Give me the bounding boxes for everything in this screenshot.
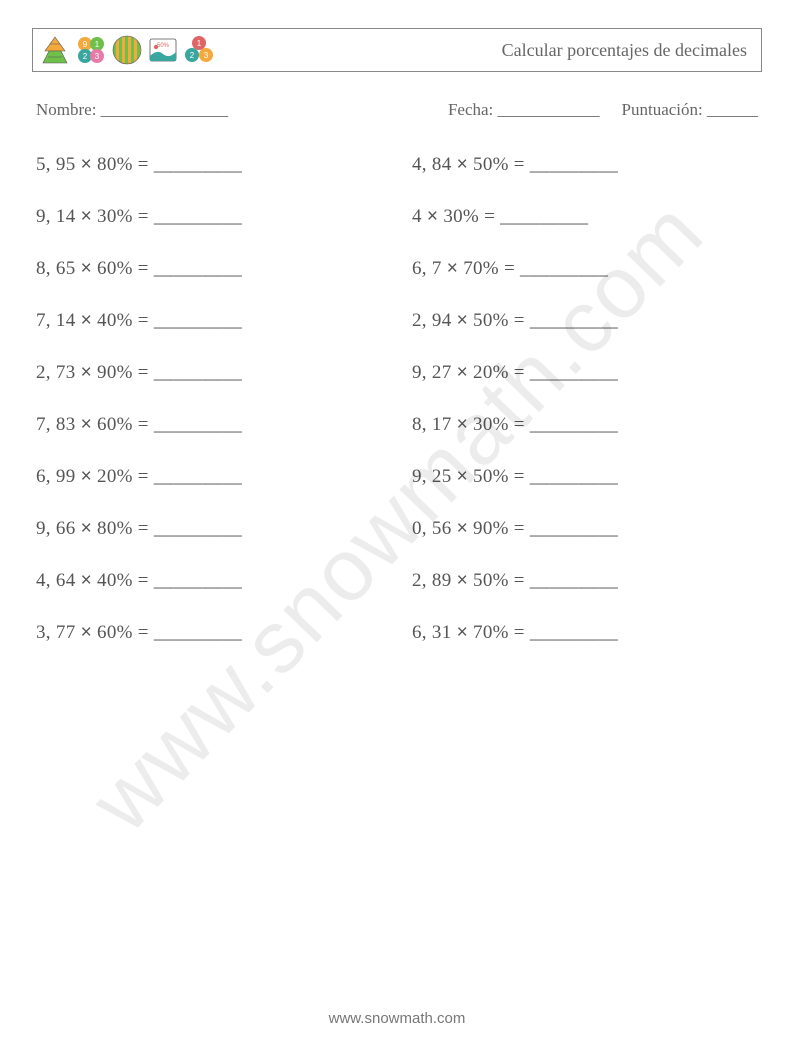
footer-link: www.snowmath.com <box>0 1010 794 1027</box>
problem-item: 8, 17 × 30% = _________ <box>412 414 758 436</box>
meta-row: Nombre: _______________ Fecha: _________… <box>32 100 762 120</box>
problem-item: 9, 27 × 20% = _________ <box>412 362 758 384</box>
worksheet-title: Calcular porcentajes de decimales <box>502 40 747 61</box>
picture-card-icon: 50% <box>147 34 179 66</box>
problem-item: 6, 31 × 70% = _________ <box>412 622 758 644</box>
three-circles-icon: 1 2 3 <box>183 34 215 66</box>
worksheet-header: 9 1 2 3 <box>32 28 762 72</box>
problem-item: 9, 25 × 50% = _________ <box>412 466 758 488</box>
problem-item: 9, 66 × 80% = _________ <box>36 518 382 540</box>
svg-text:1: 1 <box>197 39 202 48</box>
problem-item: 8, 65 × 60% = _________ <box>36 258 382 280</box>
problem-item: 7, 83 × 60% = _________ <box>36 414 382 436</box>
svg-text:2: 2 <box>190 51 195 60</box>
striped-circle-icon <box>111 34 143 66</box>
problem-item: 6, 99 × 20% = _________ <box>36 466 382 488</box>
triangle-stack-icon <box>39 34 71 66</box>
problem-item: 4, 64 × 40% = _________ <box>36 570 382 592</box>
date-field: Fecha: ____________ <box>448 100 600 120</box>
problem-item: 4 × 30% = _________ <box>412 206 758 228</box>
problem-item: 5, 95 × 80% = _________ <box>36 154 382 176</box>
problems-grid: 5, 95 × 80% = _________ 4, 84 × 50% = ___… <box>32 154 762 644</box>
svg-text:50%: 50% <box>157 43 170 49</box>
problem-item: 2, 73 × 90% = _________ <box>36 362 382 384</box>
name-field: Nombre: _______________ <box>36 100 228 120</box>
problem-item: 4, 84 × 50% = _________ <box>412 154 758 176</box>
problem-item: 7, 14 × 40% = _________ <box>36 310 382 332</box>
svg-text:3: 3 <box>95 52 100 61</box>
svg-text:9: 9 <box>83 40 88 49</box>
header-icons: 9 1 2 3 <box>39 34 215 66</box>
problem-item: 9, 14 × 30% = _________ <box>36 206 382 228</box>
problem-item: 6, 7 × 70% = _________ <box>412 258 758 280</box>
problem-item: 2, 89 × 50% = _________ <box>412 570 758 592</box>
problem-item: 2, 94 × 50% = _________ <box>412 310 758 332</box>
svg-text:1: 1 <box>95 40 100 49</box>
svg-text:3: 3 <box>204 51 209 60</box>
problem-item: 0, 56 × 90% = _________ <box>412 518 758 540</box>
four-circles-icon: 9 1 2 3 <box>75 34 107 66</box>
problem-item: 3, 77 × 60% = _________ <box>36 622 382 644</box>
score-field: Puntuación: ______ <box>622 100 758 120</box>
svg-text:2: 2 <box>83 52 88 61</box>
